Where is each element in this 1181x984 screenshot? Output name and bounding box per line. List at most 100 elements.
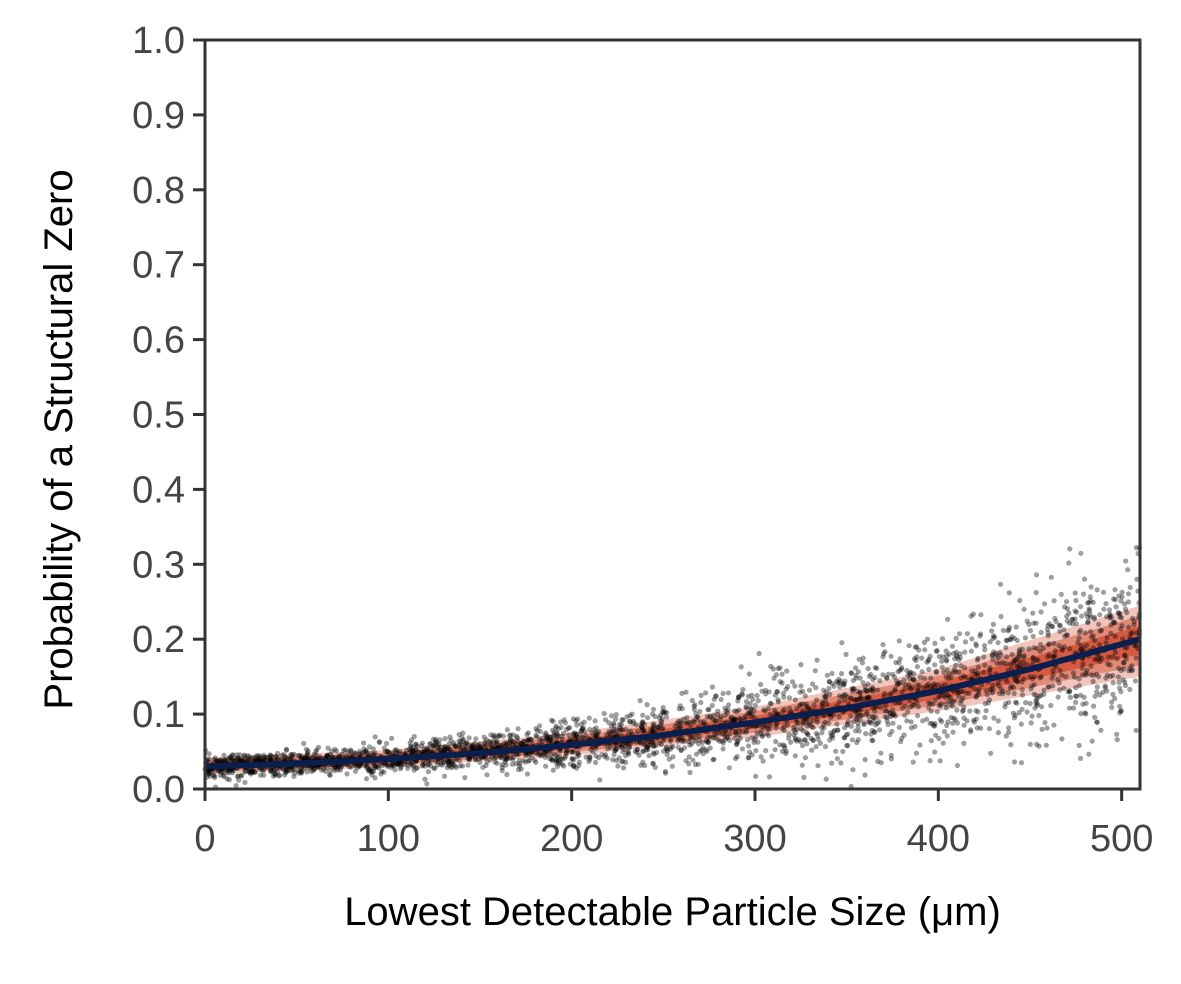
scatter-point: [833, 748, 839, 754]
scatter-point: [1062, 633, 1068, 639]
scatter-point: [1125, 624, 1132, 630]
scatter-point: [298, 769, 304, 775]
scatter-point: [313, 752, 319, 759]
scatter-point: [758, 681, 764, 688]
scatter-point: [446, 762, 452, 768]
scatter-point: [272, 772, 278, 778]
scatter-point: [951, 666, 957, 673]
scatter-point: [625, 749, 631, 755]
scatter-point: [1019, 679, 1025, 685]
scatter-point: [410, 748, 416, 754]
scatter-point: [1130, 667, 1136, 673]
scatter-point: [527, 750, 533, 756]
scatter-point: [1029, 713, 1035, 719]
scatter-point: [804, 716, 810, 722]
scatter-point: [855, 669, 862, 675]
scatter-point: [898, 666, 905, 672]
scatter-point: [693, 711, 699, 717]
scatter-point: [1078, 643, 1084, 649]
scatter-point: [828, 715, 834, 721]
scatter-point: [932, 749, 938, 755]
scatter-point: [1109, 699, 1115, 705]
scatter-point: [246, 769, 252, 775]
scatter-point: [640, 748, 646, 754]
scatter-point: [1122, 606, 1129, 612]
scatter-point: [733, 729, 739, 735]
scatter-point: [480, 764, 486, 770]
scatter-point: [758, 754, 764, 760]
scatter-point: [547, 738, 553, 744]
scatter-point: [688, 733, 694, 739]
scatter-point: [1034, 645, 1040, 651]
scatter-point: [288, 756, 294, 762]
scatter-point: [220, 769, 226, 775]
scatter-point: [1006, 725, 1012, 731]
scatter-point: [1015, 654, 1021, 660]
scatter-point: [1044, 725, 1050, 731]
scatter-point: [793, 730, 799, 736]
scatter-point: [732, 717, 738, 723]
scatter-point: [587, 754, 593, 760]
scatter-point: [835, 680, 841, 686]
scatter-point: [650, 750, 657, 756]
scatter-point: [1119, 623, 1125, 629]
scatter-point: [397, 748, 403, 754]
scatter-point: [974, 725, 980, 731]
scatter-point: [859, 660, 866, 666]
scatter-point: [653, 743, 659, 749]
scatter-point: [516, 758, 522, 764]
scatter-point: [792, 697, 798, 703]
scatter-point: [835, 727, 841, 733]
scatter-point: [448, 765, 454, 771]
scatter-point: [339, 764, 345, 770]
scatter-point: [508, 739, 514, 745]
scatter-point: [941, 729, 948, 735]
scatter-point: [799, 762, 805, 768]
scatter-point: [1118, 708, 1124, 714]
scatter-point: [229, 758, 235, 764]
scatter-point: [593, 759, 599, 766]
scatter-point: [650, 711, 656, 717]
scatter-point: [436, 741, 442, 747]
scatter-point: [785, 684, 791, 690]
scatter-point: [525, 758, 531, 764]
scatter-point: [1023, 700, 1029, 706]
scatter-point: [826, 679, 833, 685]
scatter-point: [476, 756, 482, 762]
scatter-point: [503, 762, 509, 768]
scatter-point: [229, 757, 235, 763]
scatter-point: [841, 735, 847, 741]
scatter-point: [450, 761, 456, 768]
scatter-point: [1035, 657, 1041, 663]
scatter-point: [397, 760, 403, 766]
scatter-point: [904, 718, 910, 724]
scatter-point: [1007, 661, 1013, 667]
scatter-point: [223, 758, 229, 765]
scatter-point: [1014, 637, 1020, 644]
scatter-point: [772, 707, 778, 713]
scatter-point: [649, 728, 655, 735]
scatter-point: [527, 736, 533, 742]
scatter-point: [1098, 727, 1104, 733]
scatter-point: [534, 734, 540, 740]
scatter-point: [373, 764, 379, 770]
scatter-point: [267, 757, 273, 763]
scatter-point: [363, 747, 369, 754]
scatter-point: [772, 710, 779, 716]
scatter-point: [866, 719, 873, 725]
scatter-point: [995, 718, 1001, 724]
scatter-point: [241, 752, 248, 758]
scatter-point: [392, 767, 398, 773]
scatter-point: [724, 735, 730, 741]
scatter-point: [780, 708, 786, 714]
scatter-point: [607, 731, 613, 737]
scatter-point: [289, 753, 295, 759]
scatter-point: [1092, 693, 1098, 699]
scatter-point: [815, 732, 821, 739]
scatter-point: [642, 728, 648, 734]
scatter-point: [895, 681, 901, 687]
scatter-point: [995, 655, 1001, 661]
scatter-point: [397, 766, 403, 772]
scatter-point: [245, 758, 251, 764]
scatter-point: [1052, 615, 1058, 621]
